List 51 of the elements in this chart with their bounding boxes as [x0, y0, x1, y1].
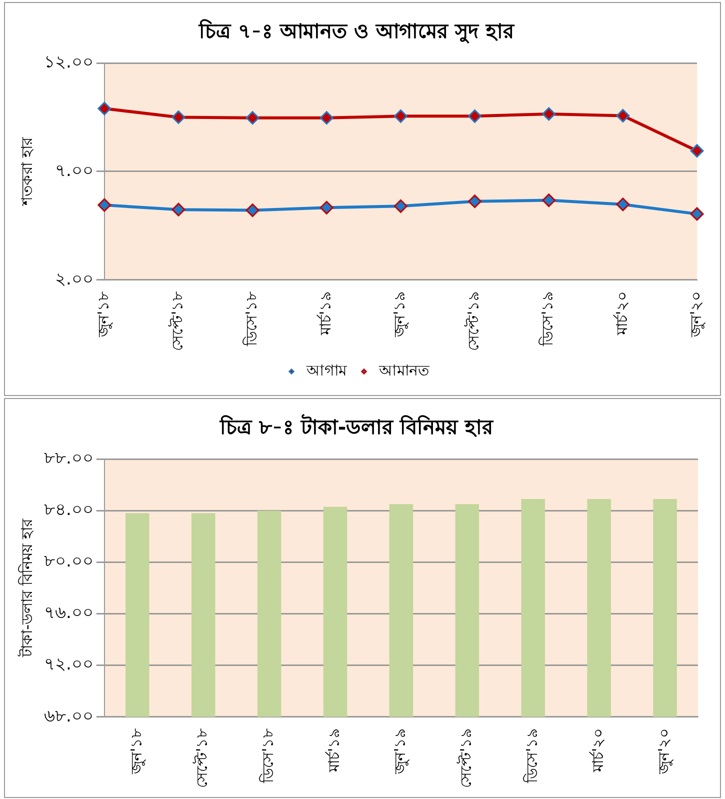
point [394, 199, 408, 213]
x-tick-label: মার্চ'২০ [612, 290, 631, 336]
point [616, 108, 630, 122]
x-tick-label: মার্চ'১৯ [325, 728, 344, 773]
y-tick-label: ৮০.০০ [44, 552, 94, 572]
point [690, 207, 704, 221]
point [616, 198, 630, 212]
chart-title: চিত্র ৮-ঃ টাকা-ডলার বিনিময় হার [218, 414, 494, 440]
x-tick-label: ডিসে'১৮ [242, 290, 260, 347]
point [394, 109, 408, 123]
point [468, 109, 482, 123]
point [172, 202, 186, 216]
x-tick-label: সেপ্টে'১৯ [457, 728, 476, 788]
point [320, 111, 334, 125]
point [98, 102, 112, 116]
y-tick-label: ৭.০০ [55, 160, 94, 181]
x-tick-label: জুন'২০ [686, 290, 705, 338]
point [320, 200, 334, 214]
point [690, 144, 704, 158]
y-tick-label: ৮৪.০০ [44, 500, 94, 520]
x-tick-label: জুন'১৯ [390, 290, 409, 338]
point [246, 204, 260, 218]
y-tick-label: ৭৬.০০ [44, 603, 94, 624]
y-axis-title: শতকরা হার [18, 136, 36, 206]
point [172, 110, 186, 124]
x-tick-label: ডিসে'১৮ [259, 728, 278, 784]
y-tick-label: ৬৮.০০ [44, 706, 94, 726]
x-tick-label: ডিসে'১৯ [523, 728, 542, 784]
y-tick-label: ২.০০ [55, 269, 94, 290]
point [98, 198, 112, 212]
legend-label: আগাম [306, 361, 348, 380]
x-tick-label: ডিসে'১৯ [538, 290, 557, 347]
x-tick-label: মার্চ'১৯ [316, 290, 335, 336]
x-tick-label: জুন'২০ [654, 728, 673, 775]
x-tick-label: মার্চ'২০ [588, 728, 607, 773]
x-tick-label: সেপ্টে'১৮ [168, 290, 186, 351]
y-axis-title: টাকা-ডলার বিনিময় হার [18, 518, 36, 658]
x-tick-label: জুন'১৮ [94, 290, 112, 338]
point [542, 194, 556, 208]
point [468, 194, 482, 208]
y-tick-label: ১২.০০ [44, 52, 94, 72]
y-tick-label: ৭২.০০ [44, 654, 94, 675]
x-tick-label: জুন'১৮ [127, 728, 146, 775]
chart-title: চিত্র ৭-ঃ আমানত ও আগামের সুদ হার [198, 19, 515, 44]
point [542, 107, 556, 121]
x-tick-label: সেপ্টে'১৮ [193, 728, 212, 788]
x-tick-label: জুন'১৯ [391, 728, 410, 775]
x-tick-label: সেপ্টে'১৯ [464, 290, 483, 351]
point [246, 111, 260, 125]
y-tick-label: ৮৮.০০ [44, 448, 94, 468]
legend-label: আমানত [378, 361, 430, 380]
